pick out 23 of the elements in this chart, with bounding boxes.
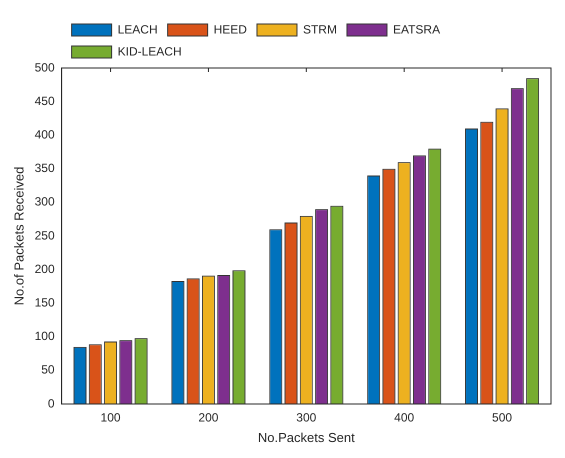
- y-tick-label: 100: [34, 329, 55, 344]
- legend-label: HEED: [214, 22, 248, 36]
- x-tick-label: 400: [394, 410, 415, 425]
- y-tick-label: 500: [34, 60, 55, 74]
- y-tick-label: 350: [34, 161, 55, 176]
- y-tick-label: 200: [34, 262, 55, 276]
- x-axis-title: No.Packets Sent: [258, 430, 356, 445]
- legend-label: EATSRA: [392, 22, 440, 36]
- y-tick-label: 300: [34, 194, 55, 209]
- y-tick-label: 150: [34, 296, 55, 310]
- x-tick-label: 300: [296, 410, 317, 425]
- y-tick-label: 450: [34, 94, 55, 108]
- y-axis-title: No.of Packets Received: [11, 166, 26, 306]
- x-tick-label: 100: [100, 410, 121, 425]
- y-tick-label: 250: [34, 228, 55, 242]
- y-tick-label: 0: [48, 396, 55, 410]
- legend-label: STRM: [302, 22, 337, 36]
- legend-label: LEACH: [118, 22, 158, 36]
- x-tick-label: 200: [198, 410, 219, 425]
- legend-label: KID-LEACH: [118, 44, 182, 58]
- x-tick-label: 500: [492, 410, 512, 425]
- y-tick-label: 400: [34, 128, 55, 142]
- y-tick-label: 50: [41, 362, 55, 377]
